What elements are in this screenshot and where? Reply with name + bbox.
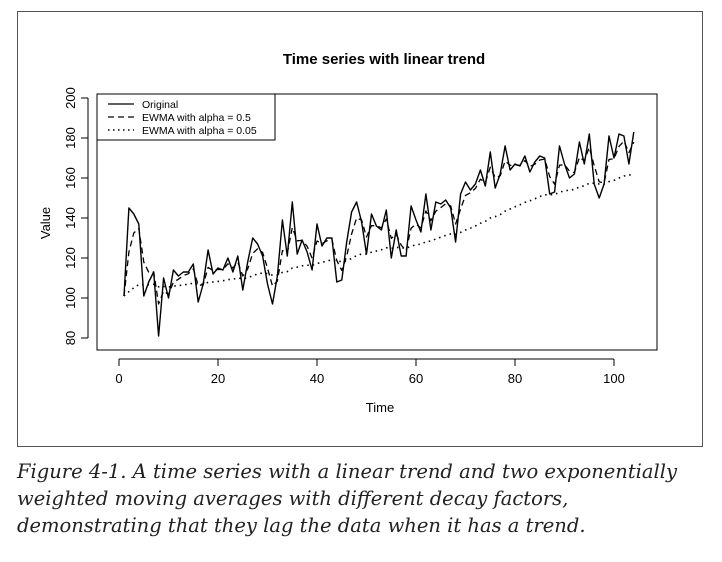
time-series-chart: Time series with linear trend 0 20 40 60 80 1… xyxy=(38,51,658,415)
x-tick-label: 60 xyxy=(409,371,423,386)
legend-box xyxy=(96,93,276,141)
y-tick-label: 100 xyxy=(63,287,78,309)
x-tick-label: 40 xyxy=(310,371,324,386)
legend-label-original: Original xyxy=(142,99,178,111)
plot-box xyxy=(96,93,658,351)
legend: Original EWMA with alpha = 0.5 EWMA with… xyxy=(96,93,276,141)
figure-frame: Time series with linear trend 0 20 40 60 80 1… xyxy=(17,11,703,447)
y-axis-label: Value xyxy=(38,207,53,239)
y-tick-label: 120 xyxy=(63,247,78,269)
y-tick-label: 80 xyxy=(63,331,78,345)
x-axis-label: Time xyxy=(366,400,394,415)
series-line-2 xyxy=(123,172,635,297)
legend-label-ewma-0-05: EWMA with alpha = 0.05 xyxy=(142,125,257,137)
x-tick-label: 20 xyxy=(211,371,225,386)
x-tick-label: 100 xyxy=(603,371,625,386)
y-tick-label: 200 xyxy=(63,87,78,109)
figure-caption: Figure 4-1. A time series with a linear … xyxy=(17,460,678,537)
chart-title: Time series with linear trend xyxy=(283,51,485,68)
y-tick-label: 140 xyxy=(63,207,78,229)
x-tick-label: 0 xyxy=(115,371,122,386)
series-layer xyxy=(123,131,635,337)
y-axis: 80 100 120 140 160 180 200 xyxy=(63,87,89,345)
series-line-1 xyxy=(123,140,635,305)
x-tick-label: 80 xyxy=(508,371,522,386)
series-line-0 xyxy=(123,131,635,337)
x-axis: 0 20 40 60 80 100 xyxy=(115,358,625,386)
y-tick-label: 180 xyxy=(63,127,78,149)
legend-label-ewma-0-5: EWMA with alpha = 0.5 xyxy=(142,112,251,124)
y-tick-label: 160 xyxy=(63,167,78,189)
